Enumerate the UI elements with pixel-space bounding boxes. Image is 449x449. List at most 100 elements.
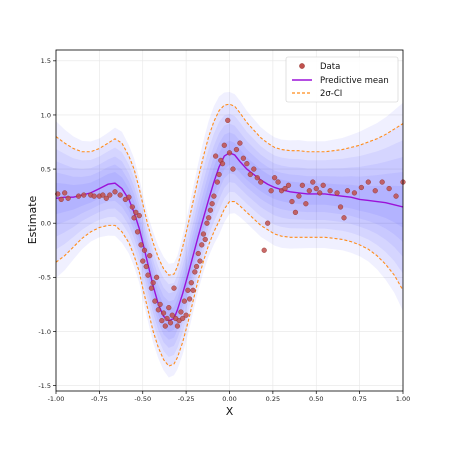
data-point [211,193,217,199]
data-point [207,207,214,213]
mean-line [56,152,403,322]
x-tick-label: 0.00 [222,395,236,403]
ci-lower-line [56,201,403,367]
band-layer [56,132,403,340]
data-point [140,258,146,264]
x-tick-label: -1.00 [48,395,65,403]
band-layer [56,113,403,358]
data-point [202,236,208,243]
legend-data-marker [299,63,305,69]
data-point [190,287,196,293]
y-axis-label: Estimate [26,195,39,244]
data-point [317,190,323,196]
data-point [200,231,207,237]
x-tick-label: 0.50 [309,395,323,403]
y-tick-label: 1.5 [41,57,51,65]
data-point [337,204,344,210]
data-point [344,188,351,194]
data-point [62,190,68,196]
data-point [138,242,144,248]
data-point [147,253,153,259]
data-point [192,269,198,275]
x-tick-label: 0.75 [352,395,366,403]
legend-box [285,56,399,103]
predictive-mean-line [56,152,403,322]
data-point [230,166,236,172]
data-point [174,323,181,329]
data-point [244,161,250,167]
data-point [393,193,399,199]
data-point [100,192,106,198]
legend-data-label: Data [320,62,340,72]
band-layer [56,104,403,367]
data-point [289,198,295,205]
data-point [209,201,215,207]
data-point [296,193,302,199]
data-point [103,195,109,201]
data-point [247,171,253,178]
x-tick-label: -0.50 [134,395,151,403]
data-point [152,298,158,304]
data-point [372,188,378,194]
data-point [167,320,174,326]
data-point [240,155,246,161]
data-point [258,179,264,185]
data-point [133,209,139,215]
data-point [193,263,200,270]
x-tick-label: -0.75 [91,395,108,403]
data-point [55,191,61,197]
data-point [164,315,170,322]
data-point [155,307,161,313]
data-point [282,185,288,192]
data-point [75,193,82,199]
data-point [188,280,194,286]
data-point [226,150,233,156]
data-point [341,215,347,221]
x-tick-label: 0.25 [266,395,280,403]
data-point [299,182,305,188]
y-axis: -1.5 -1.0 -0.5 0.0 0.5 1.0 1.5 [38,57,56,390]
x-tick-label: 1.00 [396,395,410,403]
data-point [313,185,319,192]
legend: Data Predictive mean 2σ-CI [285,56,399,103]
x-tick-label: -0.25 [178,395,195,403]
data-point [199,242,205,248]
data-point [162,323,168,329]
data-point [251,166,257,172]
data-point [272,175,278,181]
data-point [334,190,340,196]
data-point [126,194,132,200]
data-point [136,213,142,219]
data-point [157,301,163,308]
data-point [186,296,193,302]
data-point [183,312,189,318]
data-point [310,179,316,185]
data-point [358,184,364,191]
data-point [379,179,385,185]
band-layer [56,123,403,348]
data-point [145,272,151,278]
data-point [65,195,71,201]
data-point [254,175,260,181]
data-point [112,189,118,195]
data-point [181,298,187,304]
data-point [81,192,87,198]
data-point [303,201,309,207]
data-point [134,229,141,235]
data-point [237,140,243,146]
data-point [292,209,299,215]
data-point [159,318,165,324]
data-point [185,287,191,293]
legend-ci-label: 2σ-CI [320,89,342,99]
data-point [221,142,227,148]
data-point [268,188,274,194]
data-point [91,193,97,199]
y-tick-label: 0.5 [41,165,51,173]
data-point [150,280,156,286]
data-point [143,263,149,270]
data-point [206,215,212,221]
data-point [195,250,201,257]
data-point [141,247,148,253]
grid [55,50,404,391]
